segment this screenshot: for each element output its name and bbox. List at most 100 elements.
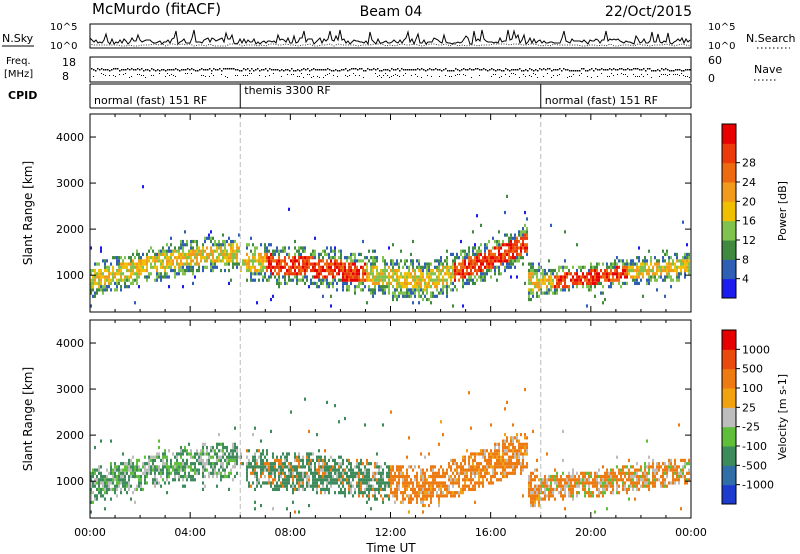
echo-cell [220, 243, 222, 247]
echo-cell [394, 471, 396, 475]
echo-cell [414, 494, 416, 498]
echo-cell [340, 465, 342, 469]
echo-cell [424, 478, 426, 482]
echo-cell [480, 249, 482, 253]
echo-cell [404, 478, 406, 482]
echo-cell [602, 481, 604, 485]
echo-cell [266, 481, 268, 485]
echo-cell [348, 458, 350, 463]
echo-cell [482, 256, 484, 260]
nave-point [493, 74, 494, 75]
echo-cell [222, 465, 224, 469]
echo-cell [402, 491, 404, 495]
echo-cell [358, 468, 360, 472]
echo-cell [230, 468, 232, 472]
echo-cell [338, 256, 340, 260]
echo-cell [246, 468, 248, 472]
echo-cell [336, 468, 338, 472]
freq-point [375, 69, 377, 71]
echo-cell [320, 465, 322, 469]
echo-cell [528, 268, 530, 273]
echo-cell [280, 265, 282, 269]
echo-cell [190, 252, 192, 257]
echo-cell [464, 471, 466, 475]
echo-cell [418, 481, 420, 485]
echo-cell [292, 484, 294, 488]
echo-cell [236, 256, 238, 260]
echo-cell [388, 288, 390, 292]
echo-cell [484, 265, 486, 269]
echo-cell [396, 262, 398, 266]
echo-cell [346, 278, 348, 282]
colorbar-label: Power [dB] [776, 181, 789, 241]
echo-cell [640, 278, 642, 282]
echo-cell [586, 272, 588, 276]
echo-cell [366, 458, 368, 463]
echo-cell [154, 458, 156, 463]
echo-cell [640, 272, 642, 276]
echo-cell [168, 246, 170, 250]
echo-cell [92, 278, 94, 282]
echo-cell [228, 474, 230, 479]
echo-cell [580, 268, 582, 273]
echo-cell [270, 262, 272, 266]
echo-cell [154, 481, 156, 485]
echo-cell [156, 265, 158, 269]
echo-cell [676, 471, 678, 475]
echo-cell [164, 275, 166, 279]
echo-cell [324, 465, 326, 469]
echo-cell [290, 259, 292, 263]
echo-cell [198, 462, 200, 466]
echo-cell [486, 468, 488, 472]
echo-cell [414, 281, 416, 286]
echo-cell [422, 484, 424, 488]
echo-cell [192, 265, 194, 269]
echo-cell [384, 462, 386, 466]
echo-cell [396, 278, 398, 282]
echo-cell [276, 487, 278, 492]
echo-cell [136, 487, 138, 492]
echo-cell [258, 262, 260, 266]
nave-point [587, 76, 588, 77]
echo-cell [590, 471, 592, 475]
echo-cell [582, 474, 584, 479]
echo-cell [360, 487, 362, 492]
echo-cell [670, 278, 672, 282]
echo-cell [408, 436, 410, 440]
echo-cell [404, 275, 406, 279]
echo-cell [684, 474, 686, 479]
echo-cell [184, 272, 186, 276]
echo-cell [498, 265, 500, 269]
echo-cell [116, 259, 118, 263]
echo-cell [260, 452, 262, 456]
echo-cell [474, 265, 476, 269]
echo-cell [210, 471, 212, 475]
freq-point [231, 68, 233, 70]
echo-cell [334, 462, 336, 466]
echo-cell [292, 468, 294, 472]
echo-cell [454, 491, 456, 495]
echo-cell [428, 275, 430, 279]
echo-cell [680, 268, 682, 273]
echo-cell [582, 481, 584, 485]
echo-cell [510, 256, 512, 260]
echo-cell [468, 272, 470, 276]
echo-cell [598, 487, 600, 492]
echo-cell [344, 468, 346, 472]
echo-cell [342, 484, 344, 488]
echo-cell [252, 265, 254, 269]
echo-cell [516, 455, 518, 459]
echo-cell [674, 462, 676, 466]
echo-cell [610, 481, 612, 485]
echo-cell [650, 256, 652, 260]
echo-cell [506, 452, 508, 456]
echo-cell [408, 497, 410, 501]
echo-cell [532, 503, 534, 508]
echo-cell [92, 471, 94, 475]
echo-cell [316, 285, 318, 289]
echo-cell [604, 268, 606, 273]
echo-cell [102, 487, 104, 492]
echo-cell [372, 275, 374, 279]
echo-cell [188, 471, 190, 475]
